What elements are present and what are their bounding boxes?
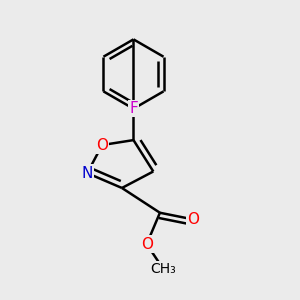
Text: CH₃: CH₃	[150, 262, 176, 276]
Text: O: O	[141, 237, 153, 252]
Text: F: F	[129, 101, 138, 116]
Text: O: O	[96, 137, 108, 152]
Text: N: N	[82, 166, 93, 181]
Text: O: O	[187, 212, 199, 227]
